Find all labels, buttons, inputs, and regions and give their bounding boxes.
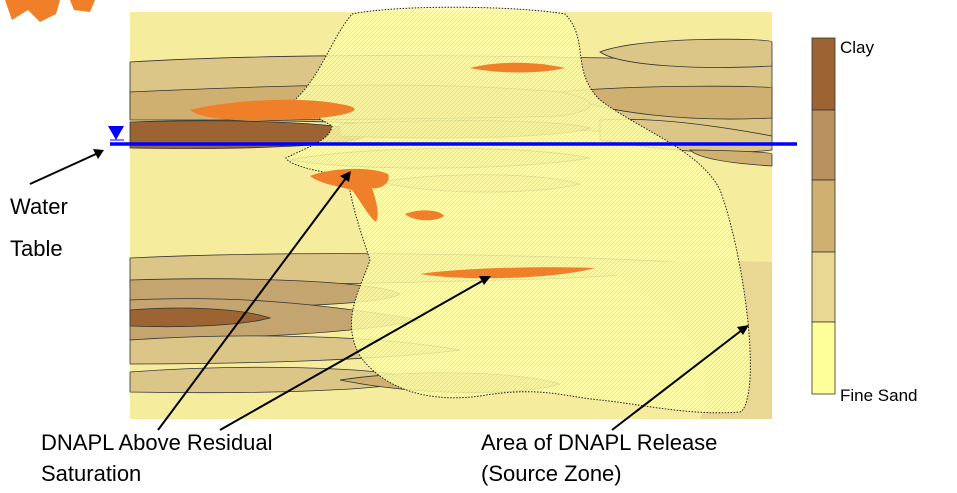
legend-swatch-sand xyxy=(811,251,836,323)
legend-swatch-silty-clay xyxy=(811,109,836,181)
legend-swatch-fine-sand xyxy=(811,321,836,395)
dnapl-pools xyxy=(190,62,595,279)
water-table xyxy=(108,126,797,146)
logo-fragment xyxy=(5,0,95,22)
legend-label-clay: Clay xyxy=(840,38,875,57)
dnapl-residual-label-line2: Saturation xyxy=(41,461,142,486)
legend-bar xyxy=(811,37,836,395)
annotation-arrows xyxy=(29,149,749,431)
source-zone-label-line2: (Source Zone) xyxy=(481,461,622,486)
legend-label-fine-sand: Fine Sand xyxy=(840,386,918,405)
water-table-label-line1: Water xyxy=(10,194,68,219)
dnapl-residual-label-line1: DNAPL Above Residual xyxy=(41,430,273,455)
water-table-marker-icon xyxy=(108,126,124,140)
water-table-label-line2: Table xyxy=(10,236,63,261)
legend-swatch-clay xyxy=(811,37,836,111)
source-zone-label-line1: Area of DNAPL Release xyxy=(481,430,718,455)
legend-swatch-silt xyxy=(811,179,836,253)
source-zone-area xyxy=(285,6,751,414)
